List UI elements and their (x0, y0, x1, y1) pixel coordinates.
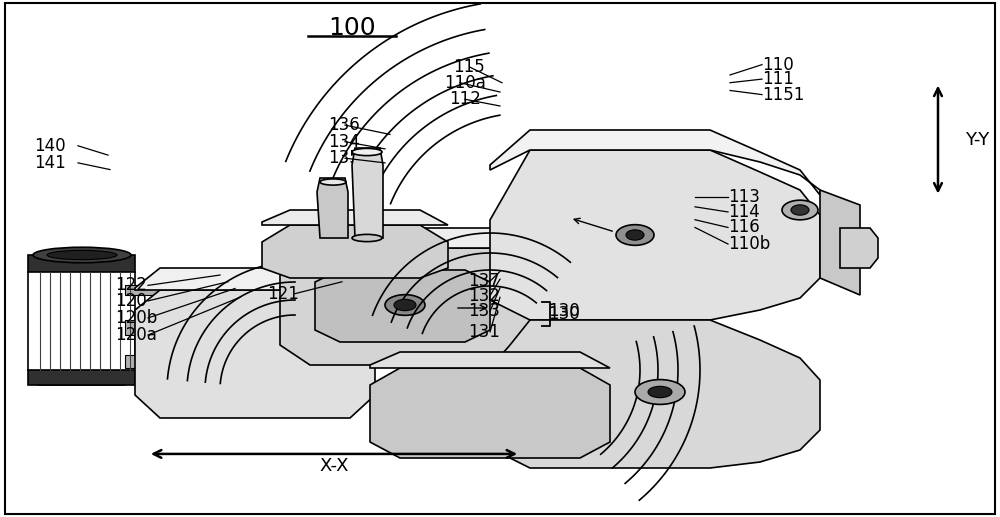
Polygon shape (125, 320, 180, 335)
Text: 134: 134 (328, 133, 360, 150)
Polygon shape (490, 320, 820, 468)
Polygon shape (820, 190, 860, 295)
Polygon shape (135, 290, 375, 418)
Text: 133: 133 (468, 302, 500, 320)
Polygon shape (280, 248, 530, 365)
Text: 120: 120 (115, 292, 147, 310)
Ellipse shape (385, 295, 425, 315)
Polygon shape (125, 355, 180, 368)
Text: 100: 100 (328, 17, 376, 40)
Text: 111: 111 (762, 70, 794, 88)
Polygon shape (840, 228, 878, 268)
Polygon shape (28, 255, 135, 272)
Text: 131: 131 (468, 323, 500, 341)
Text: 132: 132 (468, 287, 500, 305)
Polygon shape (262, 225, 448, 278)
Polygon shape (490, 130, 820, 195)
Polygon shape (262, 210, 448, 225)
Text: 120b: 120b (115, 309, 157, 327)
Polygon shape (28, 255, 135, 385)
Text: 110: 110 (762, 56, 794, 73)
Polygon shape (28, 370, 135, 385)
Text: Y-Y: Y-Y (965, 131, 989, 148)
Text: 115: 115 (453, 58, 485, 76)
Polygon shape (135, 268, 375, 290)
Ellipse shape (320, 179, 346, 185)
Polygon shape (125, 285, 180, 295)
Polygon shape (370, 368, 610, 458)
Text: 130: 130 (548, 302, 580, 320)
Ellipse shape (616, 225, 654, 246)
Text: 112: 112 (449, 90, 481, 108)
Polygon shape (317, 178, 348, 238)
Text: 130: 130 (548, 305, 580, 323)
Polygon shape (352, 148, 383, 238)
Text: 135: 135 (328, 149, 360, 167)
Text: 121: 121 (267, 285, 299, 302)
Text: 116: 116 (728, 219, 760, 236)
Text: 110b: 110b (728, 235, 770, 253)
Text: 114: 114 (728, 203, 760, 221)
Polygon shape (490, 150, 820, 320)
Ellipse shape (352, 148, 382, 156)
Polygon shape (280, 228, 530, 248)
Text: 137: 137 (468, 272, 500, 290)
Text: 113: 113 (728, 189, 760, 206)
Ellipse shape (635, 379, 685, 404)
Text: 120a: 120a (115, 326, 157, 344)
Ellipse shape (394, 299, 416, 311)
Text: 136: 136 (328, 116, 360, 134)
Ellipse shape (626, 230, 644, 240)
Polygon shape (370, 352, 610, 368)
Text: X-X: X-X (319, 458, 349, 475)
Ellipse shape (782, 200, 818, 220)
Text: 141: 141 (34, 154, 66, 172)
Text: 140: 140 (34, 137, 66, 155)
Text: 110a: 110a (444, 74, 486, 92)
Polygon shape (315, 270, 490, 342)
Ellipse shape (648, 386, 672, 398)
Ellipse shape (33, 247, 131, 263)
Ellipse shape (791, 205, 809, 215)
Ellipse shape (47, 250, 117, 260)
Ellipse shape (352, 234, 382, 241)
Text: 122: 122 (115, 277, 147, 294)
Text: 1151: 1151 (762, 86, 804, 103)
